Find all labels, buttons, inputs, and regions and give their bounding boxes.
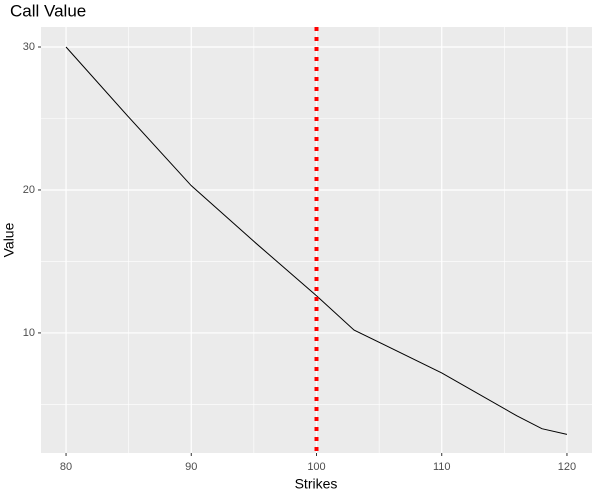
y-tick-label: 30 [23, 41, 35, 53]
x-tick-label: 120 [558, 461, 576, 473]
x-tick-label: 80 [60, 461, 72, 473]
chart-title: Call Value [10, 1, 86, 20]
x-axis-label: Strikes [295, 476, 338, 492]
x-tick-label: 90 [185, 461, 197, 473]
line-series [65, 46, 568, 435]
y-tick-label: 10 [23, 327, 35, 339]
y-axis-label: Value [1, 222, 17, 257]
x-tick-label: 110 [433, 461, 451, 473]
x-tick-label: 100 [307, 461, 325, 473]
y-tick-label: 20 [23, 184, 35, 196]
